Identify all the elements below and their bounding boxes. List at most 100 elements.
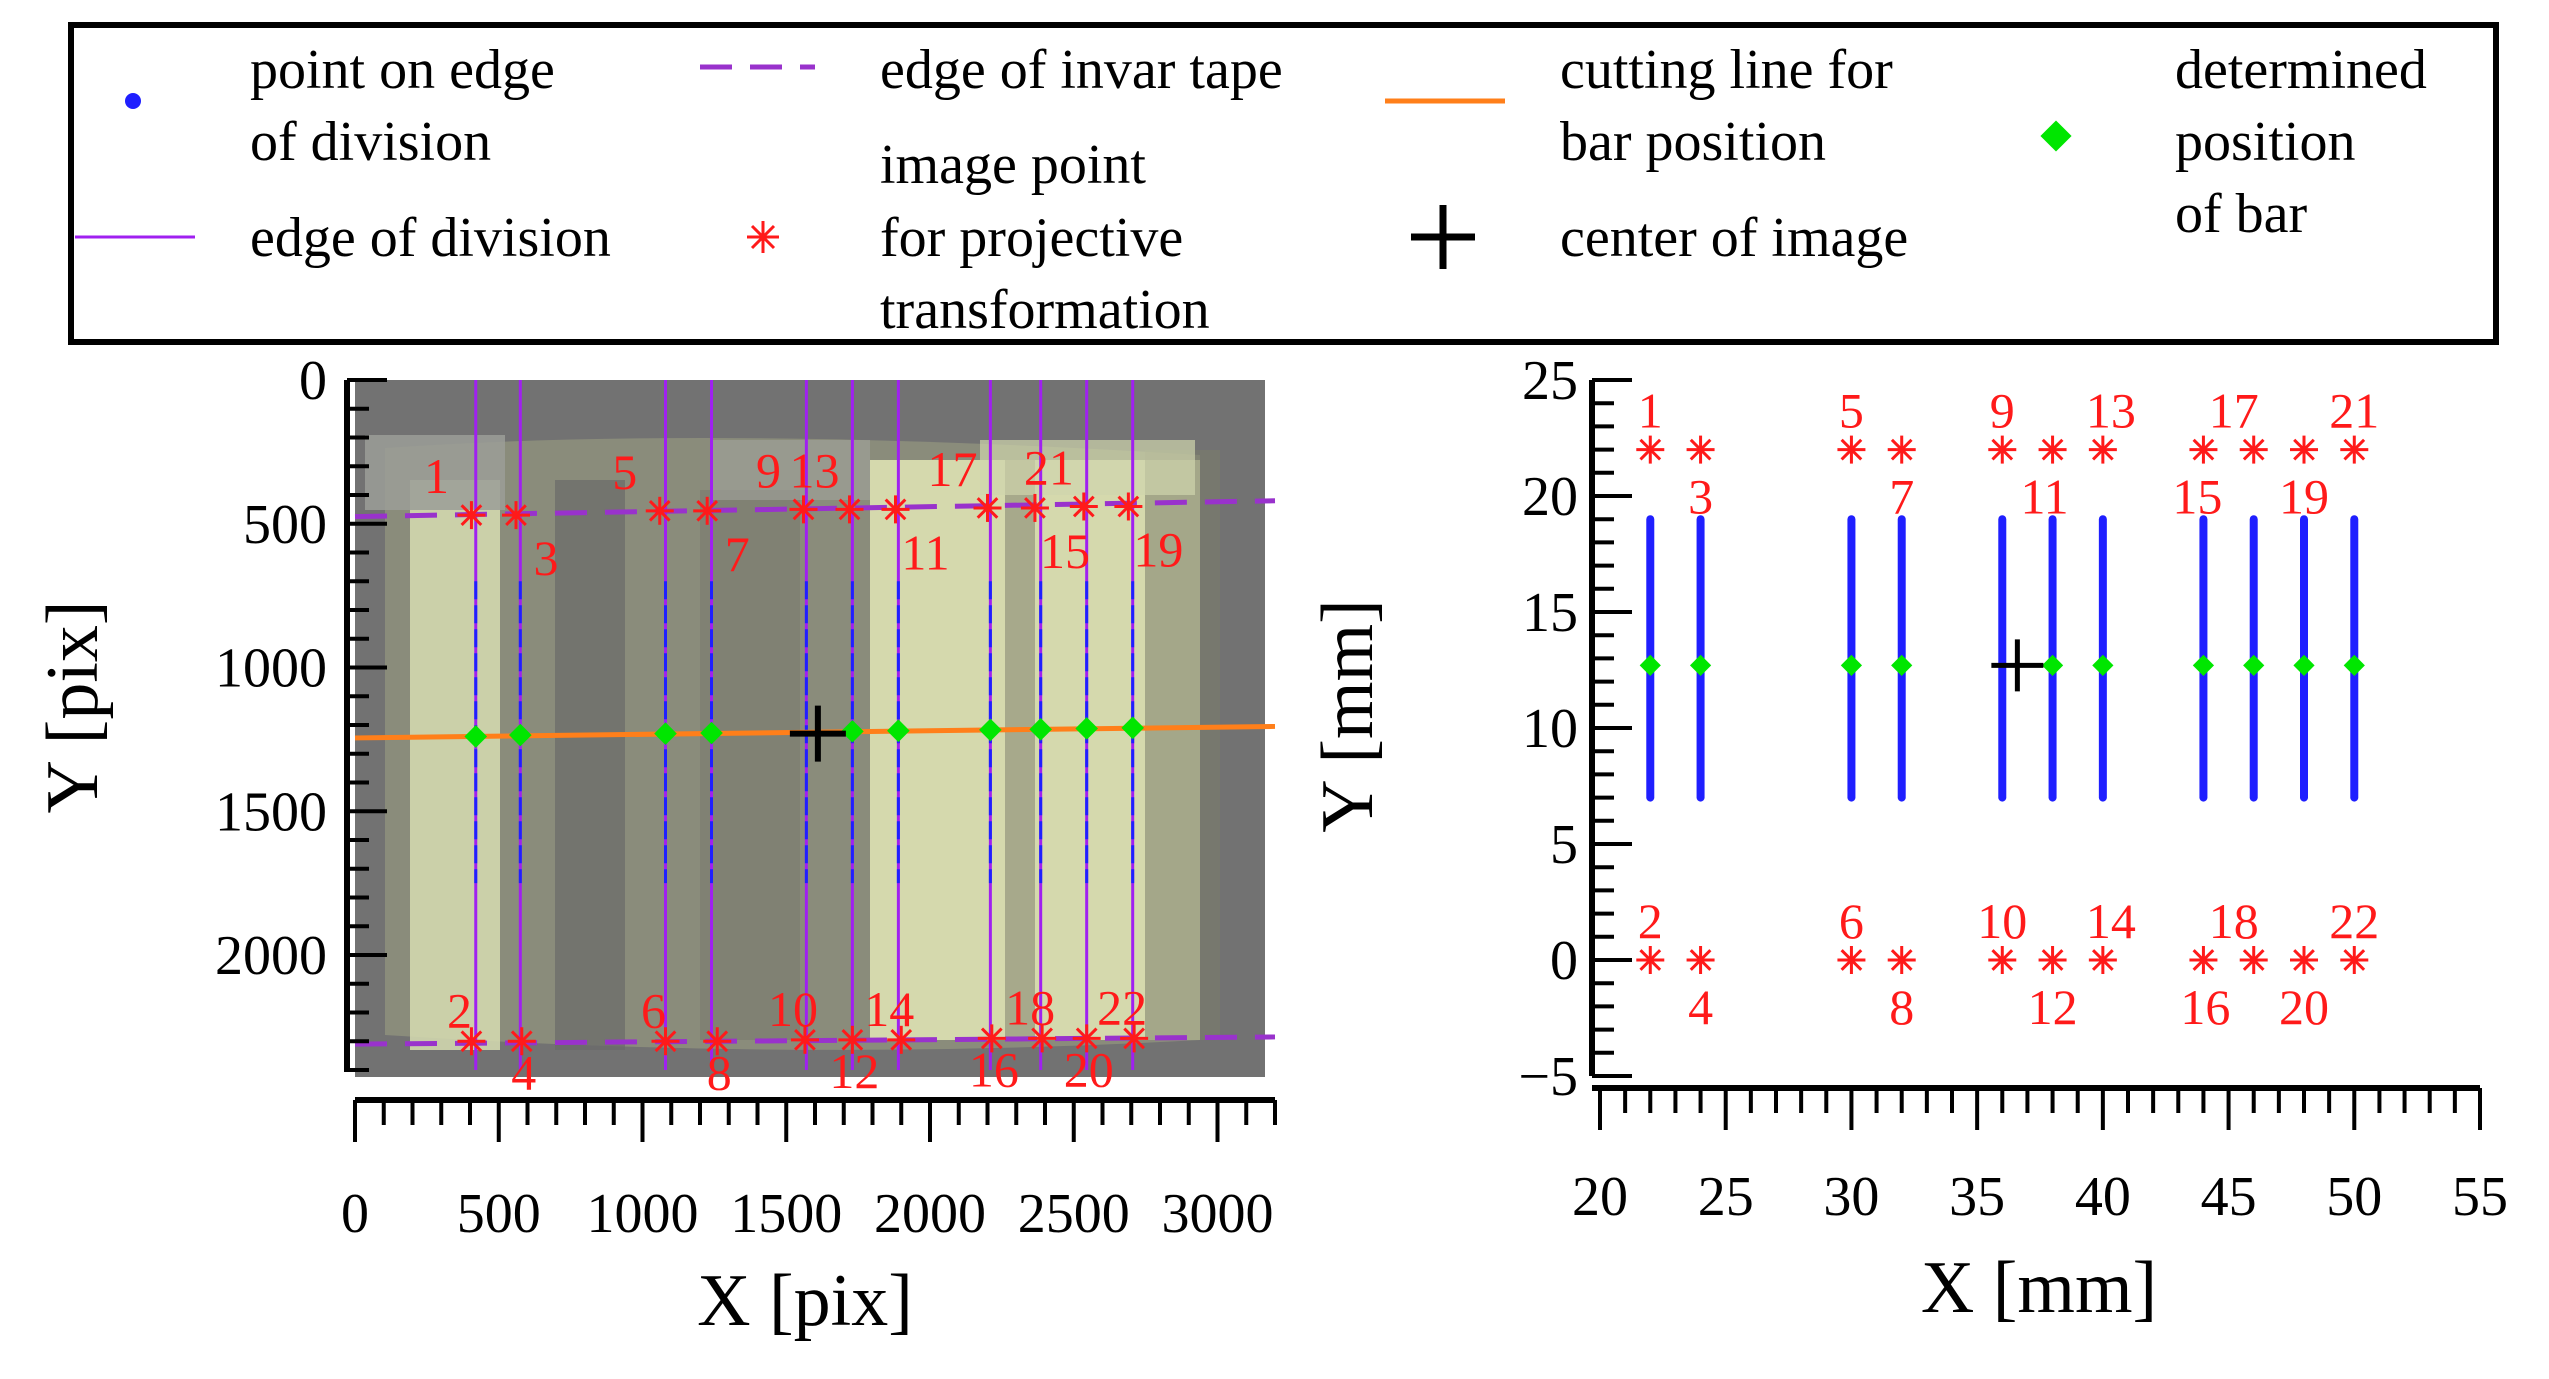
projective-point-label: 22 (2329, 893, 2379, 949)
legend-center-of-image-label: center of image (1560, 207, 1908, 269)
right-x-tick-label: 40 (2075, 1166, 2131, 1228)
projective-point-label: 9 (1990, 383, 2015, 439)
right-y-tick-label: 0 (1550, 930, 1578, 992)
projective-point-marker (502, 501, 530, 530)
right-y-axis-title: Y [mm] (1307, 599, 1389, 833)
bar-position-marker (1029, 717, 1053, 741)
left-axes: 0 500 1000 1500 2000 0 500 1000 1500 2000 2500 3000 (215, 350, 1277, 1245)
projective-point-marker (1636, 435, 1665, 464)
projective-point-label: 7 (725, 526, 750, 582)
projective-point-label: 18 (1005, 979, 1055, 1035)
projective-point-marker (2340, 946, 2369, 974)
projective-point-label: 12 (2028, 979, 2078, 1035)
legend-box (68, 22, 2499, 345)
legend-edge-of-division-label: edge of division (250, 207, 611, 269)
projective-point-label: 13 (2086, 383, 2136, 439)
left-y-tick-label: 0 (299, 350, 327, 412)
right-y-tick-label: −5 (1518, 1046, 1578, 1108)
bar-position-marker (1639, 654, 1661, 676)
right-y-tick-label: 10 (1522, 698, 1578, 760)
projective-point-label: 16 (2180, 979, 2230, 1035)
bar-position-marker (1891, 654, 1913, 676)
projective-point-marker (457, 1027, 486, 1056)
projective-point-label: 10 (768, 981, 818, 1037)
legend-determined-label-2: position (2175, 111, 2355, 173)
projective-point-marker (1887, 435, 1916, 464)
bar-position-marker (700, 721, 723, 745)
bar-position-marker (1689, 654, 1712, 676)
legend-cutting-line-label-1: cutting line for (1560, 39, 1893, 101)
projective-point-marker (790, 1025, 819, 1054)
bar-position-marker (654, 722, 677, 745)
projective-point-label: 11 (2020, 469, 2068, 525)
left-y-axis-title: Y [pix] (32, 600, 114, 813)
projective-point-marker (2038, 946, 2067, 974)
legend-image-point-label-3: transformation (880, 279, 1210, 341)
left-x-tick-label: 0 (341, 1183, 369, 1245)
right-y-tick-label: 5 (1550, 814, 1578, 876)
projective-point-marker (2088, 435, 2117, 464)
projective-point-marker (887, 1025, 916, 1054)
projective-point-marker (1887, 946, 1916, 974)
legend-point-on-edge-label-1: point on edge (250, 39, 555, 101)
legend-plus-icon (1411, 205, 1475, 269)
left-x-tick-label: 500 (457, 1183, 541, 1245)
right-x-tick-label: 30 (1823, 1166, 1879, 1228)
projective-point-label: 12 (829, 1043, 879, 1099)
projective-point-label: 19 (1133, 522, 1183, 578)
right-y-tick-label: 25 (1522, 350, 1578, 412)
projective-point-label: 15 (2172, 469, 2222, 525)
projective-point-marker (2239, 435, 2268, 464)
right-y-tick-label: 20 (1522, 466, 1578, 528)
projective-point-marker (645, 496, 674, 525)
bar-position-marker (2243, 654, 2265, 676)
projective-point-label: 17 (928, 441, 978, 497)
legend: point on edge of division edge of divisi… (68, 22, 2499, 345)
bar-position-marker (2192, 654, 2215, 676)
left-y-tick-label: 1500 (215, 781, 327, 843)
legend-point-on-edge-marker (125, 93, 141, 109)
projective-point-marker (1988, 946, 2017, 974)
bar-position-marker (841, 720, 864, 743)
projective-point-label: 2 (447, 982, 472, 1038)
projective-point-marker (693, 496, 722, 525)
projective-point-label: 19 (2279, 469, 2329, 525)
projective-point-marker (651, 1027, 680, 1056)
projective-point-marker (1988, 435, 2017, 464)
projective-point-label: 1 (1638, 383, 1663, 439)
projective-point-label: 1 (424, 448, 449, 504)
projective-point-marker (2290, 435, 2318, 464)
projective-point-marker (1028, 1024, 1057, 1053)
projective-point-label: 20 (1064, 1041, 1114, 1097)
projective-point-label: 15 (1040, 523, 1090, 579)
projective-point-label: 4 (1688, 979, 1713, 1035)
projective-point-marker (703, 1027, 732, 1056)
projective-point-label: 22 (1097, 979, 1147, 1035)
projective-point-label: 3 (534, 530, 559, 586)
projective-point-marker (1837, 946, 1866, 974)
projective-point-marker (1114, 492, 1143, 521)
projective-point-label: 13 (790, 442, 840, 498)
bar-position-marker (1840, 654, 1863, 676)
bar-position-marker (2293, 654, 2315, 676)
projective-point-marker (1020, 493, 1049, 522)
left-x-tick-label: 2500 (1018, 1183, 1130, 1245)
left-y-tick-label: 1000 (215, 638, 327, 700)
left-y-tick-label: 2000 (215, 925, 327, 987)
projective-point-marker (1120, 1024, 1149, 1053)
bar-position-marker (508, 723, 532, 747)
projective-point-label: 4 (511, 1044, 536, 1100)
projective-point-marker (2189, 435, 2218, 464)
right-y-tick-label: 15 (1522, 582, 1578, 644)
projective-point-label: 18 (2209, 893, 2259, 949)
bar-position-marker (1121, 716, 1145, 740)
projective-point-label: 8 (707, 1044, 732, 1100)
projective-point-label: 21 (2329, 383, 2379, 439)
projective-point-marker (1636, 946, 1665, 974)
legend-asterisk-icon (747, 221, 779, 253)
projective-point-label: 8 (1889, 979, 1914, 1035)
